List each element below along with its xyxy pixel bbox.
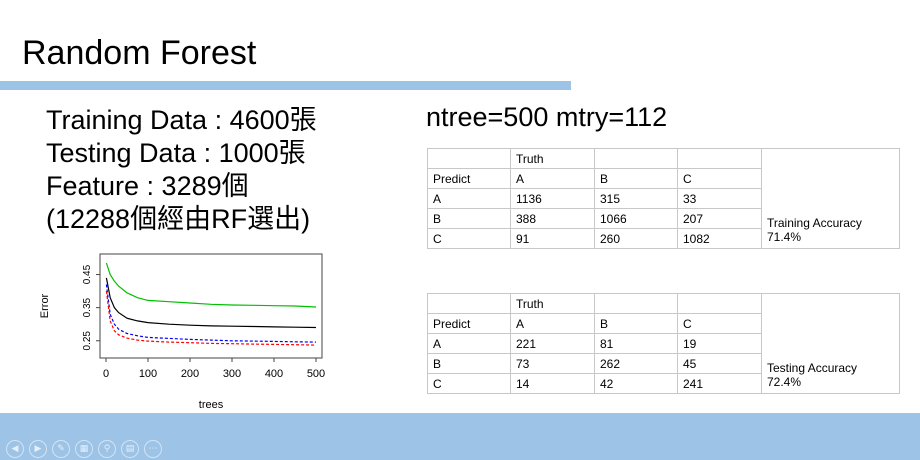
- error-series-line-3: [105, 284, 317, 343]
- row-label: C: [427, 373, 511, 394]
- zoom-icon[interactable]: ⚲: [98, 440, 116, 458]
- testing-accuracy-cell: Testing Accuracy 72.4%: [761, 293, 900, 394]
- training-accuracy-label: Training Accuracy: [767, 216, 862, 230]
- error-series-line-2: [105, 277, 317, 329]
- training-confusion-matrix: Truth Training Accuracy 71.4% Predict A …: [427, 148, 900, 249]
- feature-line: Feature : 3289個: [46, 171, 249, 201]
- testing-accuracy-value: 72.4%: [767, 375, 802, 389]
- error-chart: 0 100 200 300 400 500 0.25 0.35 0.45 trees Erro…: [36, 250, 336, 415]
- x-axis-label: trees: [199, 399, 224, 411]
- table-cell: 1082: [677, 228, 762, 249]
- x-tick-label: 400: [265, 368, 283, 380]
- x-tick-label: 0: [103, 368, 109, 380]
- x-axis: 0 100 200 300 400 500: [103, 358, 325, 380]
- training-data-line: Training Data : 4600張: [46, 105, 317, 135]
- table-cell: 42: [594, 373, 678, 394]
- next-icon[interactable]: ▶: [29, 440, 47, 458]
- predict-header: Predict: [427, 313, 511, 334]
- table-cell: 262: [594, 353, 678, 374]
- feature-selection-line: (12288個經由RF選出): [46, 204, 311, 234]
- column-header-c: C: [677, 313, 762, 334]
- table-row: B 388 1066 207: [427, 208, 900, 229]
- y-tick-label: 0.35: [82, 297, 93, 317]
- testing-accuracy-label: Testing Accuracy: [767, 361, 858, 375]
- table-cell: 388: [510, 208, 595, 229]
- table-cell: 73: [510, 353, 595, 374]
- table-cell: 81: [594, 333, 678, 354]
- error-series-line-4: [105, 291, 317, 346]
- subtitle-icon[interactable]: ▤: [121, 440, 139, 458]
- predict-header: Predict: [427, 168, 511, 189]
- row-label: A: [427, 333, 511, 354]
- header-blank-cell: [427, 148, 511, 169]
- slide-title: Random Forest: [22, 34, 257, 72]
- plot-frame: [99, 253, 323, 359]
- table-cell: 241: [677, 373, 762, 394]
- table-row: C 91 260 1082: [427, 228, 900, 249]
- x-tick-label: 300: [223, 368, 241, 380]
- model-params: ntree=500 mtry=112: [426, 102, 668, 132]
- table-row: C 14 42 241: [427, 373, 900, 394]
- table-cell: 1136: [510, 188, 595, 209]
- row-label: B: [427, 353, 511, 374]
- table-cell: 45: [677, 353, 762, 374]
- column-header-a: A: [510, 313, 595, 334]
- column-header-c: C: [677, 168, 762, 189]
- x-tick-label: 100: [139, 368, 157, 380]
- column-header-a: A: [510, 168, 595, 189]
- row-label: A: [427, 188, 511, 209]
- x-tick-label: 500: [307, 368, 325, 380]
- error-chart-svg: 0 100 200 300 400 500 0.25 0.35 0.45 trees Erro…: [39, 253, 325, 411]
- error-series-line-1: [105, 262, 317, 308]
- table-cell: 221: [510, 333, 595, 354]
- training-accuracy-cell: Training Accuracy 71.4%: [761, 148, 900, 249]
- column-header-b: B: [594, 168, 678, 189]
- header-blank-cell: [427, 293, 511, 314]
- y-axis: 0.25 0.35 0.45: [82, 264, 100, 350]
- table-cell: 1066: [594, 208, 678, 229]
- prev-icon[interactable]: ◀: [6, 440, 24, 458]
- x-tick-label: 200: [181, 368, 199, 380]
- training-accuracy-value: 71.4%: [767, 230, 802, 244]
- more-icon[interactable]: ⋯: [144, 440, 162, 458]
- table-cell: 19: [677, 333, 762, 354]
- truth-header: Truth: [510, 148, 595, 169]
- slides-icon[interactable]: ▦: [75, 440, 93, 458]
- table-cell: 33: [677, 188, 762, 209]
- y-axis-label: Error: [39, 293, 51, 318]
- testing-data-line: Testing Data : 1000張: [46, 138, 306, 168]
- row-label: B: [427, 208, 511, 229]
- table-cell: 260: [594, 228, 678, 249]
- table-cell: 207: [677, 208, 762, 229]
- row-label: C: [427, 228, 511, 249]
- y-tick-label: 0.45: [82, 264, 93, 284]
- testing-confusion-matrix: Truth Testing Accuracy 72.4% Predict A B…: [427, 293, 900, 394]
- y-tick-label: 0.25: [82, 331, 93, 351]
- truth-header: Truth: [510, 293, 595, 314]
- table-cell: 315: [594, 188, 678, 209]
- table-cell: 91: [510, 228, 595, 249]
- title-underline-bar: [0, 81, 571, 90]
- dataset-info: Training Data : 4600張 Testing Data : 100…: [46, 104, 317, 236]
- column-header-b: B: [594, 313, 678, 334]
- slideshow-controls: ◀ ▶ ✎ ▦ ⚲ ▤ ⋯: [6, 440, 162, 458]
- table-cell: 14: [510, 373, 595, 394]
- pen-icon[interactable]: ✎: [52, 440, 70, 458]
- series-layer: [105, 262, 317, 346]
